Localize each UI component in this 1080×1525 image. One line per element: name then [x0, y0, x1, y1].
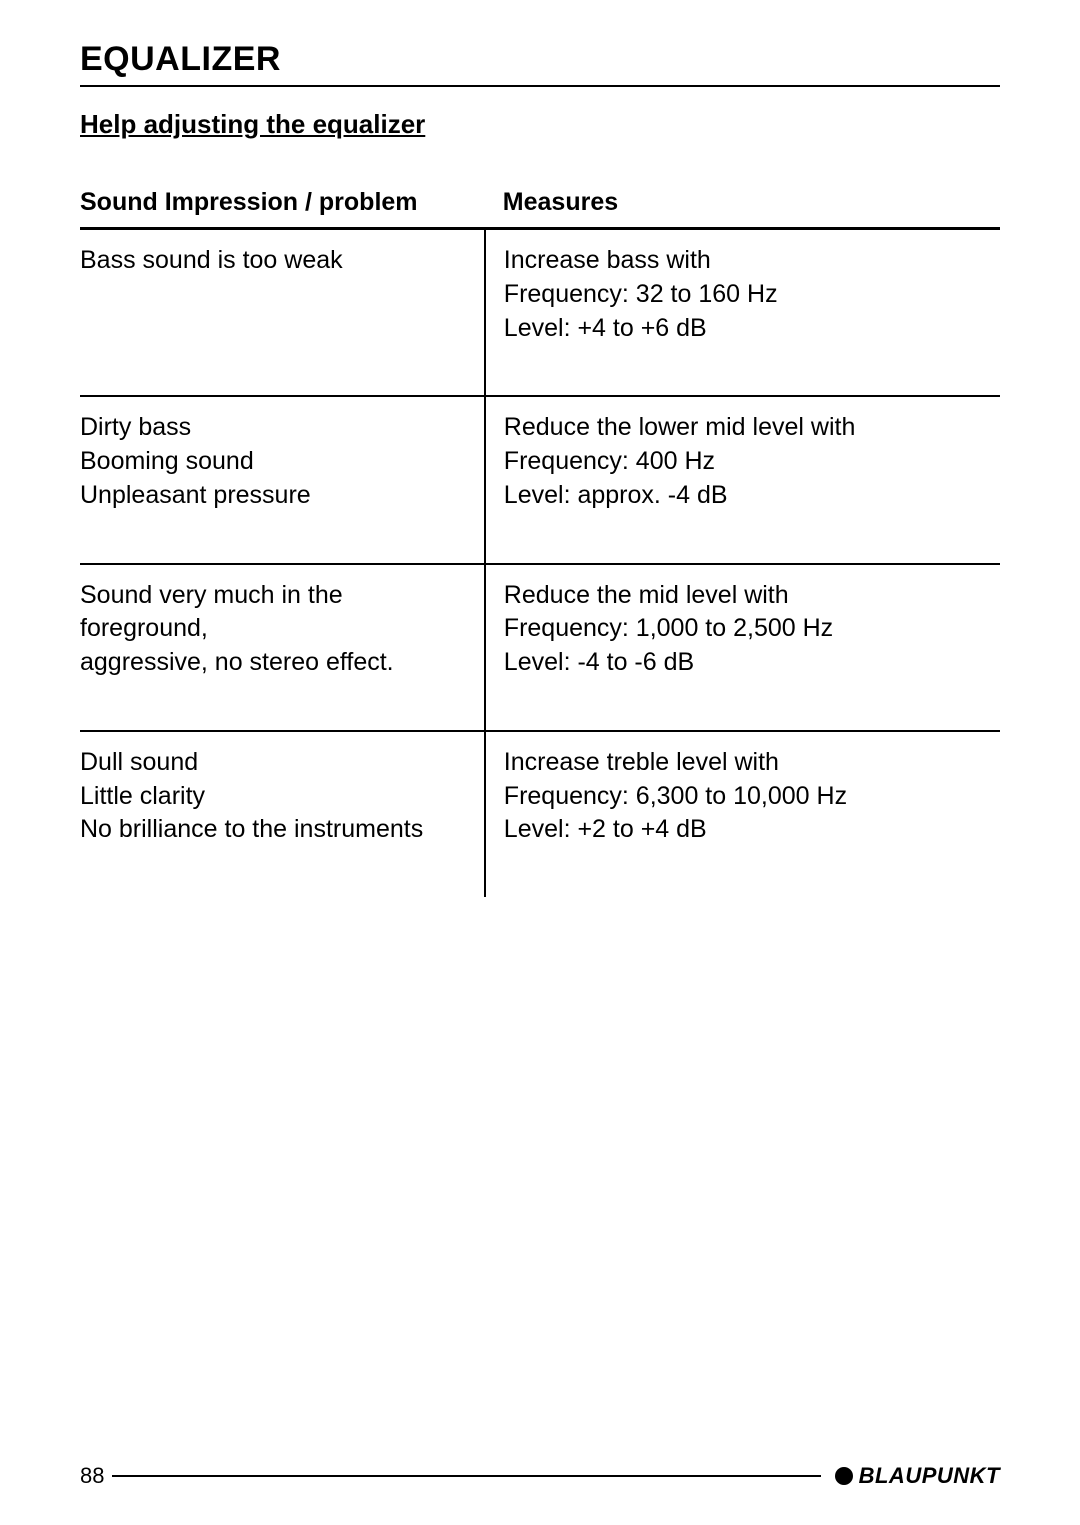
cell-line: Level: +2 to +4 dB: [504, 813, 988, 847]
cell-line: Unpleasant pressure: [80, 479, 472, 513]
cell-line: Increase treble level with: [504, 746, 988, 780]
cell-problem: Dull soundLittle clarityNo brilliance to…: [80, 731, 485, 897]
cell-line: Dull sound: [80, 746, 472, 780]
cell-line: Frequency: 6,300 to 10,000 Hz: [504, 780, 988, 814]
cell-line: Frequency: 400 Hz: [504, 445, 988, 479]
cell-line: Level: approx. -4 dB: [504, 479, 988, 513]
brand-text: BLAUPUNKT: [859, 1463, 1000, 1489]
brand-dot-icon: [835, 1467, 853, 1485]
brand-logo: BLAUPUNKT: [835, 1463, 1000, 1489]
table-row: Sound very much in the foreground,aggres…: [80, 564, 1000, 731]
page-subtitle: Help adjusting the equalizer: [80, 109, 1000, 140]
cell-problem: Dirty bassBooming soundUnpleasant pressu…: [80, 396, 485, 563]
cell-measures: Increase treble level withFrequency: 6,3…: [485, 731, 1000, 897]
table-row: Dull soundLittle clarityNo brilliance to…: [80, 731, 1000, 897]
table-row: Dirty bassBooming soundUnpleasant pressu…: [80, 396, 1000, 563]
cell-line: Reduce the mid level with: [504, 579, 988, 613]
page-footer: 88 BLAUPUNKT: [80, 1463, 1000, 1489]
table-header-row: Sound Impression / problem Measures: [80, 180, 1000, 229]
footer-rule: [112, 1475, 820, 1477]
cell-line: Bass sound is too weak: [80, 244, 472, 278]
cell-line: Sound very much in the foreground,: [80, 579, 472, 647]
manual-page: EQUALIZER Help adjusting the equalizer S…: [0, 0, 1080, 1525]
cell-line: Booming sound: [80, 445, 472, 479]
equalizer-help-table: Sound Impression / problem Measures Bass…: [80, 180, 1000, 897]
cell-measures: Increase bass withFrequency: 32 to 160 H…: [485, 229, 1000, 397]
cell-line: Frequency: 32 to 160 Hz: [504, 278, 988, 312]
cell-line: No brilliance to the instruments: [80, 813, 472, 847]
cell-line: Level: -4 to -6 dB: [504, 646, 988, 680]
cell-measures: Reduce the mid level withFrequency: 1,00…: [485, 564, 1000, 731]
cell-problem: Sound very much in the foreground,aggres…: [80, 564, 485, 731]
cell-measures: Reduce the lower mid level withFrequency…: [485, 396, 1000, 563]
cell-line: Level: +4 to +6 dB: [504, 312, 988, 346]
section-title: EQUALIZER: [80, 40, 1000, 87]
cell-line: Reduce the lower mid level with: [504, 411, 988, 445]
cell-line: Little clarity: [80, 780, 472, 814]
cell-line: Dirty bass: [80, 411, 472, 445]
table-row: Bass sound is too weak Increase bass with…: [80, 229, 1000, 397]
cell-problem: Bass sound is too weak: [80, 229, 485, 397]
col-header-problem: Sound Impression / problem: [80, 180, 485, 229]
cell-line: Frequency: 1,000 to 2,500 Hz: [504, 612, 988, 646]
cell-line: Increase bass with: [504, 244, 988, 278]
col-header-measures: Measures: [485, 180, 1000, 229]
page-number: 88: [80, 1463, 104, 1489]
cell-line: aggressive, no stereo effect.: [80, 646, 472, 680]
